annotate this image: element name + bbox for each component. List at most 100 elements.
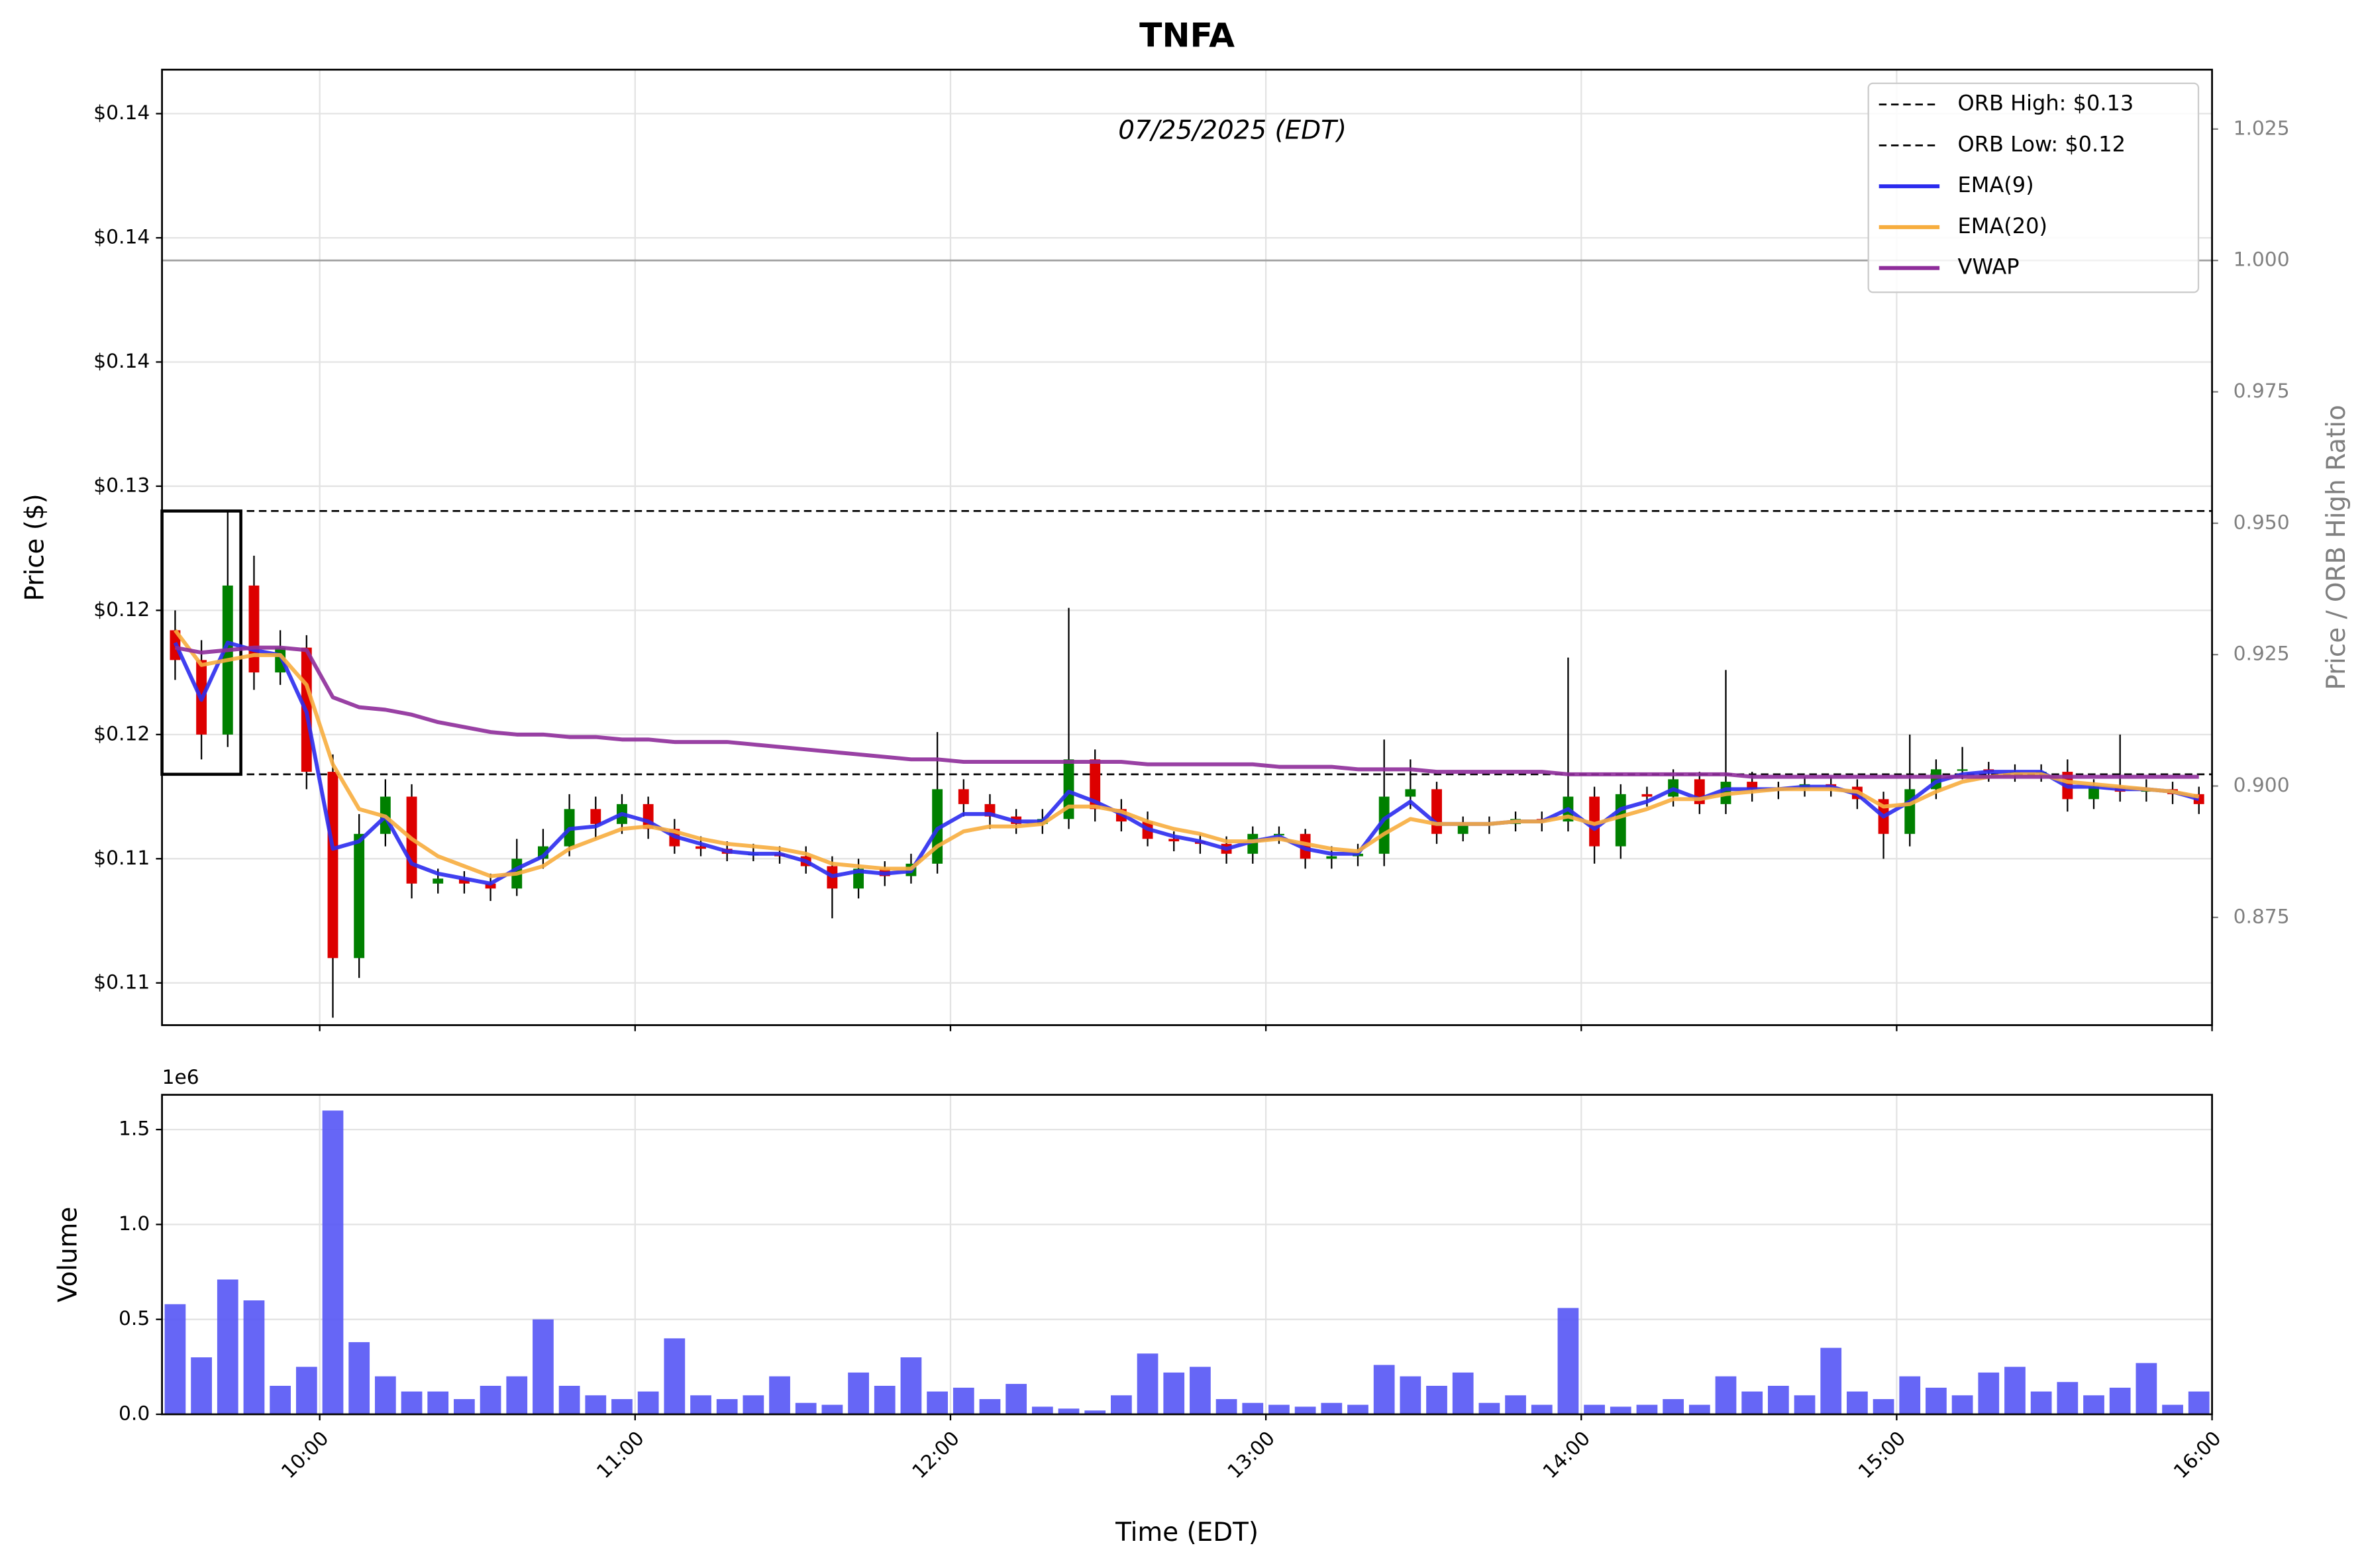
volume-bar (1215, 1399, 1237, 1414)
volume-bar (2188, 1391, 2210, 1414)
volume-bar (716, 1399, 738, 1414)
volume-bar (1137, 1353, 1158, 1414)
volume-bar (1584, 1404, 1605, 1414)
x-axis-label: Time (EDT) (1115, 1518, 1259, 1547)
y-tick-label: $0.11 (93, 970, 150, 994)
candle-body (1904, 789, 1916, 834)
volume-bar (2004, 1367, 2026, 1414)
volume-bar (952, 1387, 974, 1414)
candle-body (1168, 839, 1180, 842)
volume-bar (1715, 1376, 1737, 1414)
volume-bar (1321, 1402, 1343, 1414)
indicator-line (174, 645, 2199, 779)
volume-bar (690, 1395, 711, 1414)
candle-body (458, 878, 470, 884)
volume-bar (585, 1395, 607, 1414)
volume-bar (848, 1372, 869, 1414)
volume-bar (1242, 1402, 1264, 1414)
volume-bar (454, 1399, 475, 1414)
y-tick-label: $0.11 (93, 847, 150, 870)
y-axis-label: Volume (54, 1207, 83, 1302)
y2-tick-label: 0.975 (2234, 380, 2290, 403)
y-tick-label: 0.5 (119, 1307, 150, 1330)
y-tick-label: 1.0 (119, 1212, 150, 1235)
volume-bar (1978, 1372, 2000, 1414)
volume-bar (1505, 1395, 1526, 1414)
legend-box (1867, 82, 2200, 293)
volume-bar (270, 1385, 291, 1414)
candle-body (1300, 833, 1311, 859)
volume-bar (1688, 1404, 1710, 1414)
volume-bar (927, 1391, 948, 1414)
volume-bar (164, 1304, 186, 1414)
volume-bar (401, 1391, 423, 1414)
volume-bar (769, 1376, 790, 1414)
volume-bar (637, 1391, 659, 1414)
indicator-line (173, 641, 2200, 886)
candle-body (248, 585, 260, 673)
chart-title: TNFA (1139, 16, 1235, 55)
candle-body (327, 772, 338, 959)
volume-bar (2136, 1363, 2157, 1414)
legend-label: VWAP (1958, 254, 2020, 280)
indicator-line (174, 629, 2200, 878)
y-tick-label: 1.5 (119, 1118, 150, 1141)
candle-body (433, 878, 444, 884)
volume-bar (1478, 1402, 1500, 1414)
volume-bar (243, 1300, 265, 1414)
volume-bar (664, 1338, 686, 1414)
y-tick-label: $0.14 (93, 225, 150, 248)
legend-label: ORB High: $0.13 (1958, 91, 2134, 116)
volume-bar (874, 1385, 896, 1414)
candle-body (1405, 789, 1416, 797)
candle-body (958, 789, 969, 804)
volume-bar (1926, 1387, 1947, 1414)
plot-frame (161, 1094, 2213, 1416)
volume-bar (2162, 1404, 2183, 1414)
volume-bar (322, 1110, 344, 1414)
volume-bar (1084, 1410, 1106, 1414)
volume-bar (1163, 1372, 1185, 1414)
volume-bar (1373, 1365, 1395, 1414)
y2-tick-label: 1.025 (2234, 117, 2290, 140)
volume-bar (2083, 1395, 2104, 1414)
candle-body (1457, 823, 1468, 834)
volume-bar (348, 1342, 370, 1414)
volume-bar (1663, 1399, 1684, 1414)
volume-bar (1873, 1399, 1894, 1414)
volume-bar (1531, 1404, 1553, 1414)
volume-bar (1111, 1395, 1132, 1414)
volume-bar (558, 1385, 580, 1414)
candle-body (590, 809, 601, 824)
candle-body (1326, 856, 1337, 859)
candle-body (1957, 769, 1968, 771)
candle-body (485, 883, 496, 889)
volume-bar (611, 1399, 633, 1414)
candle-body (1090, 759, 1101, 810)
candle-body (2088, 786, 2099, 800)
volume-bar (1899, 1376, 1921, 1414)
candle-body (1589, 796, 1600, 847)
candle-body (354, 833, 365, 959)
y-tick-label: $0.14 (93, 101, 150, 125)
volume-bar (217, 1279, 238, 1414)
volume-bar (295, 1367, 317, 1414)
volume-bar (1190, 1367, 1211, 1414)
candle-body (1431, 789, 1442, 834)
legend-label: EMA(9) (1958, 172, 2034, 197)
legend-label: EMA(20) (1958, 213, 2047, 238)
volume-bar (1820, 1347, 1842, 1414)
y2-tick-label: 1.000 (2234, 248, 2290, 272)
volume-bar (979, 1399, 1001, 1414)
candle-body (1641, 794, 1653, 797)
volume-bar (1951, 1395, 1973, 1414)
y2-axis-label: Price / ORB High Ratio (2322, 405, 2351, 690)
volume-bar (1794, 1395, 1816, 1414)
volume-bar (795, 1402, 817, 1414)
volume-bar (1557, 1308, 1579, 1414)
y-tick-label: $0.14 (93, 350, 150, 373)
y2-tick-label: 0.900 (2234, 774, 2290, 797)
y-tick-label: 0.0 (119, 1402, 150, 1425)
volume-bar (2030, 1391, 2052, 1414)
legend-label: ORB Low: $0.12 (1958, 131, 2126, 156)
